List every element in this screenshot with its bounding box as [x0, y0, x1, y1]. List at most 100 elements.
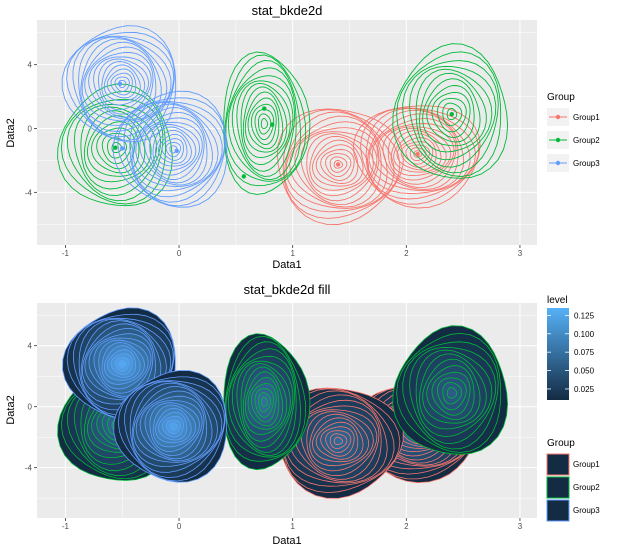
contour-line-group2	[236, 80, 294, 172]
contour-line-group1	[368, 113, 465, 192]
level-tick-label: 0.100	[574, 330, 595, 339]
legend-label-group3: Group3	[573, 159, 600, 168]
contour-line-group2	[225, 60, 302, 182]
contour-line-group3	[149, 124, 201, 176]
contour-line-group2	[224, 54, 307, 187]
x-tick-label: 2	[404, 249, 409, 258]
contour-line-group2	[57, 83, 173, 207]
bottom-x-axis-title: Data1	[272, 535, 301, 547]
level-legend: level 0.125 0.100 0.075 0.050 0.025	[547, 295, 595, 400]
top-x-axis-title: Data1	[272, 259, 301, 271]
x-tick-label: 1	[290, 249, 295, 258]
group-legend-key-group2	[546, 476, 570, 499]
group-legend-label-group2: Group2	[573, 483, 600, 492]
contour-line-group2	[254, 109, 275, 141]
contour-line-group2	[426, 85, 475, 143]
group-legend-key-group1	[546, 453, 570, 476]
data-point-group1	[415, 151, 420, 157]
level-ticks: 0.125 0.100 0.075 0.050 0.025	[547, 311, 595, 394]
top-legend: Group Group1 Group2 Group3	[547, 92, 600, 172]
contour-line-group2	[260, 118, 268, 130]
contour-line-group3	[81, 41, 162, 122]
contour-line-group3	[165, 142, 181, 158]
contour-line-group3	[66, 31, 175, 141]
level-tick-label: 0.025	[574, 385, 595, 394]
contour-line-group1	[413, 150, 423, 158]
top-ticks: -1 0 1 2 3 -4 0 4	[25, 61, 523, 258]
contour-line-group1	[376, 123, 457, 189]
contour-line-group2	[240, 82, 291, 166]
contour-line-group2	[242, 86, 288, 159]
contour-line-group3	[139, 117, 205, 184]
x-tick-label: -1	[62, 522, 70, 531]
contour-line-group1	[294, 127, 380, 206]
contour-line-group1	[284, 111, 395, 213]
contour-line-group1	[396, 137, 437, 171]
group-legend-label-group3: Group3	[573, 506, 600, 515]
bottom-chart-title: stat_bkde2d fill	[244, 282, 331, 297]
legend-point-group1	[555, 114, 561, 120]
top-chart: stat_bkde2d -1 0 1 2 3 -4 0 4 Data1 Data2 Group…	[5, 3, 600, 271]
contour-line-group1	[315, 144, 359, 184]
data-point-group1	[335, 162, 341, 167]
contour-line-group2	[437, 97, 467, 133]
contour-line-group1	[325, 153, 352, 178]
contour-line-group2	[60, 90, 166, 205]
contour-line-group2	[422, 78, 481, 147]
contour-line-group3	[110, 72, 133, 96]
bottom-chart: stat_bkde2d fill -1 0 1 2 3-404 Data1 Data2 …	[5, 282, 600, 547]
y-tick-label: 0	[28, 125, 33, 134]
contour-line-group3	[154, 129, 192, 167]
contour-line-group2	[392, 43, 509, 179]
contour-line-group1	[387, 127, 452, 181]
bottom-group-legend: Group Group1 Group2 Group3	[546, 438, 600, 522]
contour-line-group2	[83, 110, 152, 183]
contour-line-group2	[415, 68, 493, 161]
contour-line-group1	[276, 108, 404, 225]
contour-line-group1	[320, 149, 355, 181]
filled-contour-group3	[118, 360, 127, 369]
contour-line-group3	[98, 58, 149, 111]
y-tick-label: -4	[25, 188, 33, 197]
contour-line-group1	[360, 107, 480, 205]
contour-line-group3	[129, 102, 223, 198]
y-tick-label: 4	[28, 342, 33, 351]
contour-line-group3	[78, 36, 172, 132]
filled-contour-group3	[169, 422, 178, 431]
legend-point-group2	[555, 137, 561, 143]
level-legend-title: level	[547, 295, 568, 306]
x-tick-label: -1	[62, 249, 70, 258]
contour-line-group2	[396, 51, 502, 177]
level-colorbar	[547, 308, 569, 400]
bottom-group-legend-title: Group	[547, 438, 575, 449]
contour-line-group2	[91, 121, 140, 174]
contour-line-group2	[231, 75, 296, 177]
y-tick-label: -4	[25, 464, 33, 473]
x-tick-label: 1	[290, 522, 295, 531]
contour-line-group2	[431, 91, 471, 138]
contour-line-group1	[366, 109, 471, 194]
contour-line-group2	[101, 132, 132, 165]
x-tick-label: 3	[518, 522, 523, 531]
data-point-group2	[113, 145, 118, 150]
legend-label-group2: Group2	[573, 136, 600, 145]
x-tick-label: 0	[177, 249, 182, 258]
contour-line-group3	[93, 56, 152, 115]
contour-line-group2	[446, 107, 458, 121]
contour-line-group2	[96, 127, 136, 170]
contour-line-group2	[257, 113, 272, 135]
data-point-group2	[449, 111, 454, 117]
contour-line-group3	[135, 111, 208, 186]
level-tick-label: 0.125	[574, 311, 595, 320]
contour-line-group3	[157, 133, 188, 164]
top-plot-background	[37, 20, 537, 245]
contour-line-group1	[311, 139, 364, 187]
contour-line-group3	[112, 90, 228, 208]
contour-line-group3	[117, 97, 226, 207]
legend-point-group3	[555, 160, 561, 166]
contour-line-group3	[80, 38, 168, 126]
bottom-group-legend-items: Group1 Group2 Group3	[546, 453, 600, 522]
top-chart-title: stat_bkde2d	[252, 3, 323, 18]
contour-line-group1	[329, 156, 348, 173]
contour-line-group1	[306, 133, 374, 197]
